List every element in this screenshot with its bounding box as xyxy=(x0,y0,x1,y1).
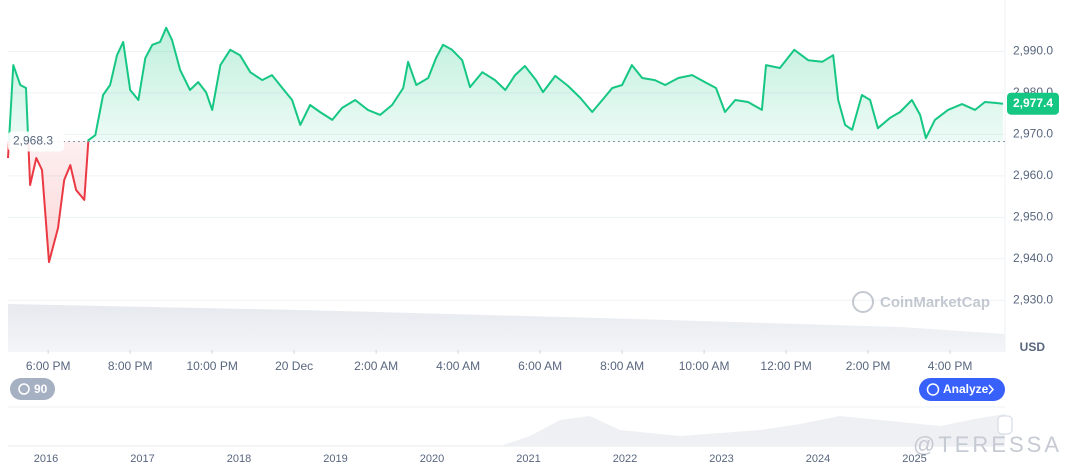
zoom-button[interactable]: 90 xyxy=(10,378,55,400)
y-tick-label: 2,960.0 xyxy=(1013,168,1053,182)
x-tick-label: 2:00 AM xyxy=(354,359,398,373)
navigator-year: 2018 xyxy=(227,453,251,465)
x-tick-label: 6:00 AM xyxy=(518,359,562,373)
source-text: CoinMarketCap xyxy=(880,294,990,311)
x-tick-label: 2:00 PM xyxy=(846,359,891,373)
analyze-button[interactable]: Analyze xyxy=(919,378,1005,401)
navigator-year: 2016 xyxy=(34,453,58,465)
y-tick-label: 2,930.0 xyxy=(1013,292,1053,306)
navigator-year: 2020 xyxy=(420,453,444,465)
baseline-label: 2,968.3 xyxy=(13,134,53,148)
x-tick-label: 4:00 AM xyxy=(436,359,480,373)
navigator-year: 2022 xyxy=(613,453,637,465)
currency-label: USD xyxy=(1020,340,1046,354)
price-line xyxy=(7,26,1004,264)
y-tick-label: 2,950.0 xyxy=(1013,209,1053,223)
volume-bars xyxy=(8,304,1005,352)
y-tick-label: 2,970.0 xyxy=(1013,127,1053,141)
navigator xyxy=(8,406,1013,447)
navigator-year: 2017 xyxy=(130,453,154,465)
baseline-label-bg xyxy=(8,131,64,152)
x-tick-label: 8:00 PM xyxy=(108,359,153,373)
navigator-year: 2024 xyxy=(806,453,830,465)
x-tick-label: 4:00 PM xyxy=(928,359,973,373)
y-tick-label: 2,940.0 xyxy=(1013,251,1053,265)
watermark: @TERESSA xyxy=(913,432,1062,457)
source-watermark: CoinMarketCap xyxy=(852,291,990,313)
x-tick-label: 10:00 AM xyxy=(679,359,730,373)
zoom-label: 90 xyxy=(34,382,48,396)
navigator-year: 2023 xyxy=(709,453,733,465)
navigator-year: 2019 xyxy=(323,453,347,465)
analyze-label: Analyze xyxy=(943,382,989,396)
x-tick-label: 8:00 AM xyxy=(600,359,644,373)
x-tick-label: 12:00 PM xyxy=(760,359,811,373)
y-tick-label: 2,990.0 xyxy=(1013,44,1053,58)
x-tick-label: 6:00 PM xyxy=(26,359,71,373)
x-tick-label: 10:00 PM xyxy=(186,359,237,373)
x-tick-label: 20 Dec xyxy=(275,359,313,373)
navigator-year: 2021 xyxy=(516,453,540,465)
price-area xyxy=(8,27,1003,263)
last-price-box xyxy=(1007,92,1059,115)
last-price-label: 2,977.4 xyxy=(1013,96,1053,110)
navigator-year: 2025 xyxy=(902,453,926,465)
